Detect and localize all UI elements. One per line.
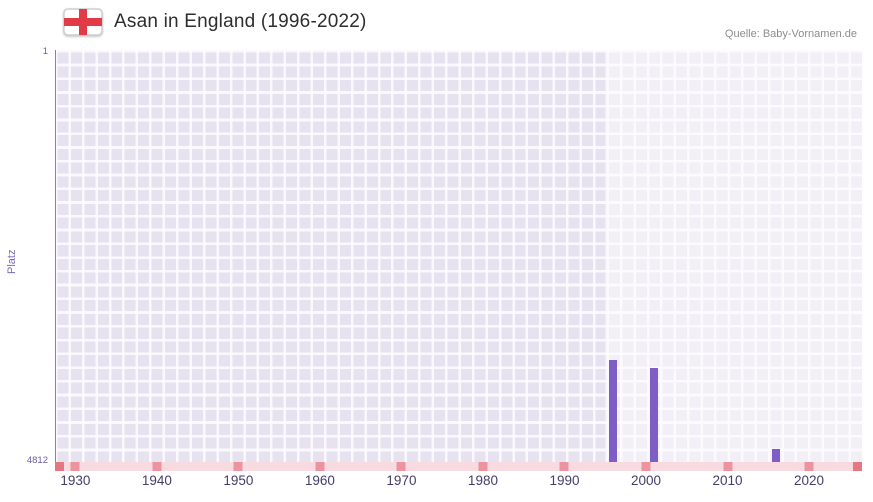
y-axis-line <box>55 50 56 462</box>
baseline-mark-1960 <box>315 462 325 471</box>
baseline-mark-2020 <box>804 462 814 471</box>
y-tick-best: 1 <box>42 46 48 57</box>
y-tick-worst: 4812 <box>26 455 48 466</box>
x-tick-2000: 2000 <box>630 473 662 488</box>
rank-bar-1996 <box>609 359 618 462</box>
x-tick-1960: 1960 <box>304 473 335 488</box>
baseline-mark-edge-right <box>853 462 862 471</box>
x-tick-1970: 1970 <box>386 473 417 488</box>
x-tick-1930: 1930 <box>60 473 91 488</box>
x-tick-1940: 1940 <box>141 473 172 488</box>
baseline-mark-1950 <box>233 462 243 471</box>
x-tick-1950: 1950 <box>223 473 254 488</box>
baseline-strip <box>55 462 862 471</box>
grid-overlay <box>55 50 862 462</box>
baseline-mark-1970 <box>396 462 406 471</box>
england-flag-icon <box>63 8 103 41</box>
baseline-mark-1990 <box>559 462 569 471</box>
x-tick-2010: 2010 <box>712 473 743 488</box>
y-axis-title: Platz <box>6 249 18 274</box>
plot-area <box>55 50 862 462</box>
rank-bar-2001 <box>650 368 659 462</box>
rank-chart: Platz 1 4812 1930 1940 1950 1960 1970 1980 199… <box>0 46 873 502</box>
baseline-mark-edge-left <box>55 462 64 471</box>
page-title: Asan in England (1996-2022) <box>114 11 367 32</box>
x-tick-2020: 2020 <box>793 473 825 488</box>
source-credit: Quelle: Baby-Vornamen.de <box>724 28 857 40</box>
x-tick-1980: 1980 <box>467 473 498 488</box>
x-axis: 1930 1940 1950 1960 1970 1980 1990 2000 2010 2020 <box>55 473 862 499</box>
x-tick-1990: 1990 <box>549 473 580 488</box>
baseline-mark-2010 <box>723 462 732 471</box>
header: Asan in England (1996-2022) Quelle: Baby… <box>0 0 873 50</box>
baseline-mark-2000 <box>641 462 651 471</box>
baseline-mark-1940 <box>152 462 162 471</box>
baseline-mark-1980 <box>478 462 488 471</box>
baseline-mark-1930 <box>70 462 80 471</box>
rank-bar-2016 <box>772 448 781 462</box>
